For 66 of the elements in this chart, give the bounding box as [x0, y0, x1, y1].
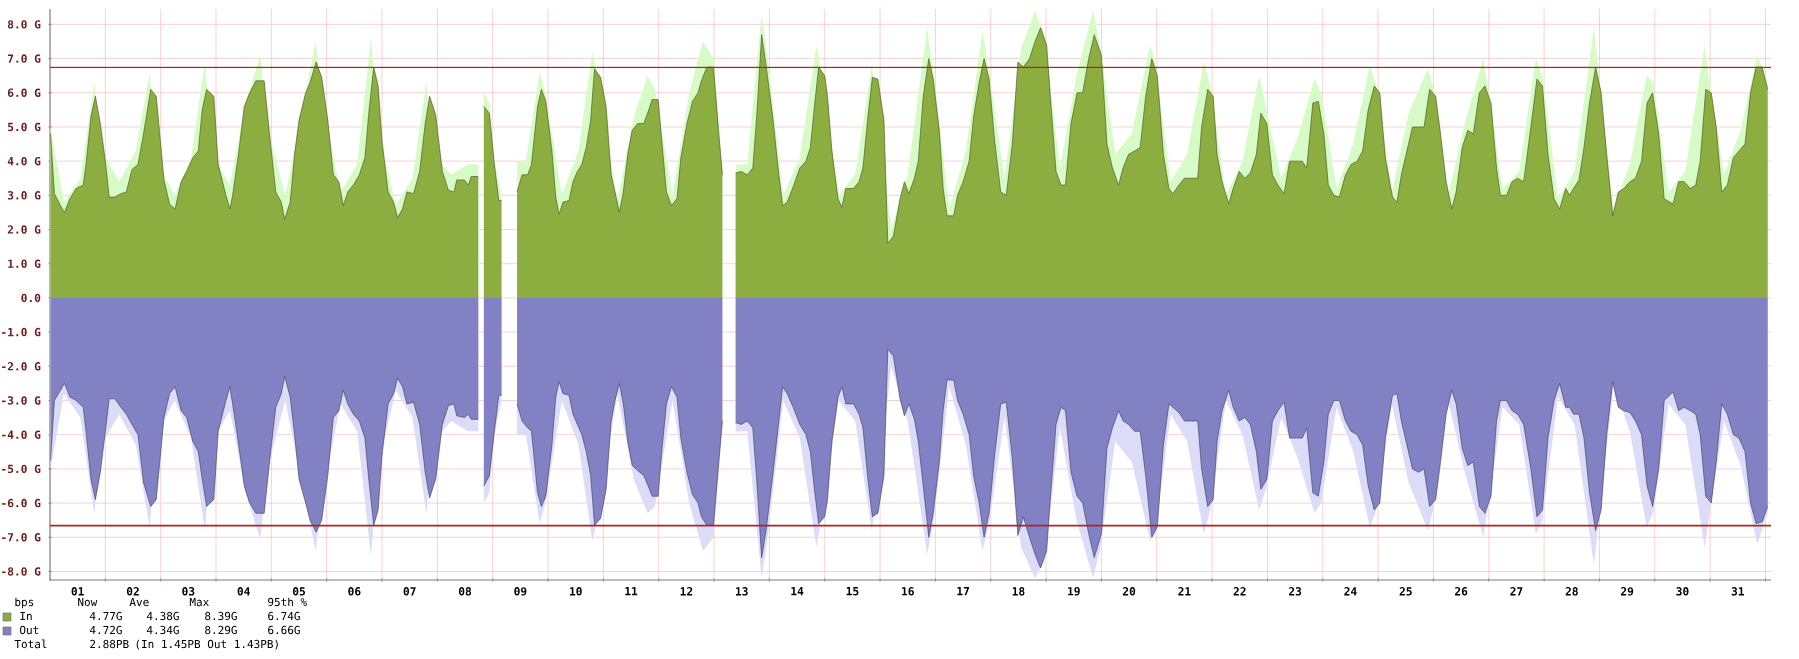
- y-tick-label: 6.0 G: [7, 88, 41, 97]
- x-tick-label: 16: [902, 587, 914, 596]
- x-tick-label: 29: [1621, 587, 1634, 596]
- y-tick-label: -2.0 G: [2, 362, 41, 371]
- x-tick-label: 13: [736, 587, 748, 596]
- text: Total: [14, 639, 47, 649]
- x-tick-label: 28: [1565, 587, 1578, 596]
- x-tick-label: 18: [1012, 587, 1025, 596]
- x-tick-label: 02: [126, 587, 139, 596]
- x-tick-label: 01: [71, 587, 84, 596]
- x-tick-label: 04: [237, 587, 250, 596]
- x-tick-label: 31: [1731, 587, 1745, 596]
- x-tick-label: 07: [403, 587, 416, 596]
- text: 8.29G: [205, 625, 237, 635]
- x-tick-label: 15: [846, 587, 859, 596]
- text: Ave: [129, 597, 149, 607]
- x-tick-label: 24: [1344, 587, 1357, 596]
- x-tick-label: 08: [458, 587, 472, 596]
- y-tick-label: -1.0 G: [2, 327, 41, 337]
- text: 2.88PB: [90, 639, 129, 649]
- x-tick-label: 23: [1288, 587, 1302, 596]
- x-tick-label: 25: [1399, 587, 1412, 596]
- x-tick-label: 21: [1178, 587, 1191, 596]
- y-tick-label: 4.0 G: [7, 156, 41, 166]
- y-tick-label: -3.0 G: [2, 396, 41, 405]
- x-tick-label: 30: [1676, 587, 1689, 596]
- y-tick-label: -4.0 G: [2, 430, 41, 439]
- text: 6.74G: [268, 611, 300, 621]
- x-tick-label: 06: [348, 587, 361, 596]
- text: 95th %: [268, 597, 307, 607]
- y-tick-label: 1.0 G: [8, 259, 41, 268]
- y-tick-label: 8.0 G: [7, 20, 41, 29]
- legend-label: In: [20, 611, 32, 620]
- x-tick-label: 09: [514, 587, 527, 596]
- y-tick-label: -8.0 G: [2, 567, 41, 576]
- text: 4.34G: [146, 625, 179, 635]
- y-tick-label: 7.0 G: [7, 54, 41, 63]
- y-tick-label: 2.0 G: [7, 225, 41, 234]
- x-tick-label: 03: [182, 587, 195, 596]
- y-tick-label: -7.0 G: [2, 533, 41, 542]
- y-tick-label: 3.0 G: [7, 191, 41, 200]
- text: bps: [15, 597, 34, 609]
- y-tick-label: -5.0 G: [2, 464, 41, 474]
- x-tick-label: 12: [680, 587, 693, 596]
- text: 8.39G: [205, 611, 237, 621]
- x-tick-label: 14: [791, 587, 804, 596]
- legend-label: Out: [20, 625, 39, 635]
- text: Max: [189, 597, 209, 607]
- x-tick-label: 05: [292, 587, 306, 596]
- text: 4.38G: [146, 611, 179, 621]
- text: 4.77G: [89, 611, 122, 621]
- x-tick-label: 27: [1510, 587, 1523, 596]
- x-tick-label: 11: [625, 587, 638, 596]
- x-tick-label: 10: [570, 587, 582, 596]
- x-tick-label: 22: [1233, 587, 1246, 596]
- y-tick-label: -6.0 G: [2, 498, 41, 508]
- x-tick-label: 19: [1068, 587, 1080, 596]
- text: (In 1.45PB Out 1.43PB): [136, 639, 278, 650]
- x-tick-label: 20: [1122, 587, 1136, 596]
- text: 6.66G: [268, 625, 300, 635]
- text: Now: [78, 597, 98, 607]
- y-tick-label: 0.0: [21, 293, 41, 303]
- y-tick-label: 5.0 G: [8, 122, 41, 132]
- x-tick-label: 26: [1455, 587, 1468, 596]
- text: 4.72G: [89, 625, 122, 635]
- x-tick-label: 17: [957, 587, 969, 596]
